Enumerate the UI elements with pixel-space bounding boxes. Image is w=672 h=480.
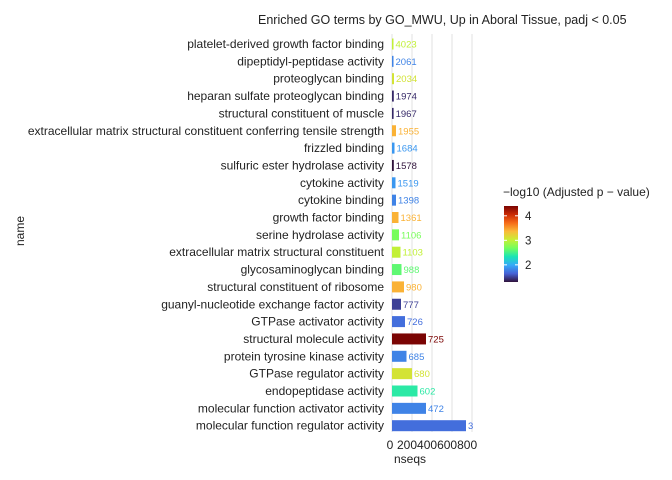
bar-10 — [392, 212, 399, 223]
value-label-22: 3 — [468, 421, 473, 432]
value-label-0: 4023 — [396, 40, 417, 51]
value-label-1: 2061 — [396, 57, 417, 68]
legend-title: −log10 (Adjusted p − value) — [503, 185, 650, 199]
category-label-22: molecular function regulator activity — [196, 419, 384, 433]
value-label-21: 472 — [428, 404, 444, 415]
value-label-14: 980 — [406, 282, 422, 293]
colorbar — [504, 206, 518, 282]
x-tick-labels: 0 200 400 600 800 — [387, 438, 478, 452]
value-label-9: 1398 — [398, 196, 419, 207]
category-label-6: frizzled binding — [304, 141, 384, 155]
category-label-1: dipeptidyl-peptidase activity — [237, 54, 384, 68]
colorbar-tick-label-1: 3 — [525, 235, 531, 247]
category-label-20: endopeptidase activity — [265, 384, 384, 398]
value-label-10: 1361 — [401, 213, 422, 224]
category-labels: platelet-derived growth factor binding di… — [28, 37, 385, 433]
value-label-2: 2034 — [396, 74, 417, 85]
value-labels: 4023 2061 2034 1974 1967 1955 1684 1578 1519 1398… — [396, 40, 474, 433]
x-tick-label-4: 800 — [457, 438, 477, 452]
value-label-4: 1967 — [396, 109, 417, 120]
bar-22 — [392, 420, 466, 432]
bar-6 — [392, 142, 395, 154]
category-label-19: GTPase regulator activity — [249, 367, 384, 381]
value-label-19: 680 — [414, 369, 430, 380]
category-label-2: proteoglycan binding — [273, 72, 384, 86]
colorbar-ticks: 2 3 4 — [504, 211, 532, 272]
value-label-13: 988 — [404, 265, 420, 276]
value-label-20: 602 — [420, 387, 436, 398]
x-tick-label-2: 400 — [417, 438, 437, 452]
value-label-6: 1684 — [397, 144, 418, 155]
x-tick-label-0: 0 — [387, 438, 394, 452]
bar-4 — [392, 107, 394, 119]
bars — [392, 38, 466, 432]
value-label-17: 725 — [428, 334, 444, 345]
value-label-3: 1974 — [396, 92, 417, 103]
bar-5 — [392, 125, 396, 137]
gridlines — [391, 34, 473, 432]
category-label-12: extracellular matrix structural constitu… — [169, 245, 384, 259]
y-axis-title: name — [13, 216, 27, 246]
category-label-5: extracellular matrix structural constitu… — [28, 124, 384, 138]
bar-0 — [392, 38, 394, 50]
bar-7 — [392, 159, 394, 171]
x-tick-label-1: 200 — [397, 438, 417, 452]
value-label-12: 1103 — [403, 248, 423, 259]
category-label-10: growth factor binding — [273, 211, 384, 225]
category-label-0: platelet-derived growth factor binding — [187, 37, 384, 51]
category-label-14: structural constituent of ribosome — [207, 280, 384, 294]
x-tick-label-3: 600 — [437, 438, 457, 452]
bar-17 — [392, 333, 426, 345]
category-label-15: guanyl-nucleotide exchange factor activi… — [161, 297, 384, 311]
colorbar-tick-label-2: 4 — [525, 211, 532, 223]
category-label-13: glycosaminoglycan binding — [241, 263, 384, 277]
category-label-8: cytokine activity — [300, 176, 384, 190]
category-label-21: molecular function activator activity — [198, 401, 384, 415]
colorbar-tick-label-0: 2 — [525, 260, 531, 272]
category-label-16: GTPase activator activity — [251, 315, 384, 329]
category-label-7: sulfuric ester hydrolase activity — [221, 158, 384, 172]
x-axis-title: nseqs — [394, 452, 426, 466]
value-label-15: 777 — [403, 300, 419, 311]
bar-11 — [392, 229, 399, 241]
bar-12 — [392, 246, 401, 258]
category-label-18: protein tyrosine kinase activity — [224, 349, 384, 363]
bar-15 — [392, 298, 401, 310]
chart-title: Enriched GO terms by GO_MWU, Up in Abora… — [258, 13, 627, 27]
bar-20 — [392, 385, 418, 397]
category-label-4: structural constituent of muscle — [219, 106, 385, 120]
bar-13 — [392, 264, 402, 276]
value-label-16: 726 — [407, 317, 423, 328]
bar-14 — [392, 281, 404, 293]
bar-16 — [392, 316, 405, 328]
bar-1 — [392, 55, 394, 67]
value-label-5: 1955 — [398, 126, 419, 137]
bar-19 — [392, 368, 412, 380]
category-label-3: heparan sulfate proteoglycan binding — [187, 89, 384, 103]
value-label-11: 1106 — [401, 230, 421, 241]
value-label-8: 1519 — [398, 178, 419, 189]
bar-2 — [392, 73, 394, 85]
value-label-7: 1578 — [396, 161, 417, 172]
bar-8 — [392, 177, 396, 189]
bar-9 — [392, 194, 396, 206]
value-label-18: 685 — [409, 352, 425, 363]
bar-21 — [392, 402, 426, 414]
category-label-17: structural molecule activity — [243, 332, 384, 346]
bar-3 — [392, 90, 394, 102]
category-label-11: serine hydrolase activity — [256, 228, 384, 242]
colorbar-legend: −log10 (Adjusted p − value) 2 3 4 — [503, 185, 650, 282]
bar-18 — [392, 350, 407, 362]
category-label-9: cytokine binding — [298, 193, 384, 207]
